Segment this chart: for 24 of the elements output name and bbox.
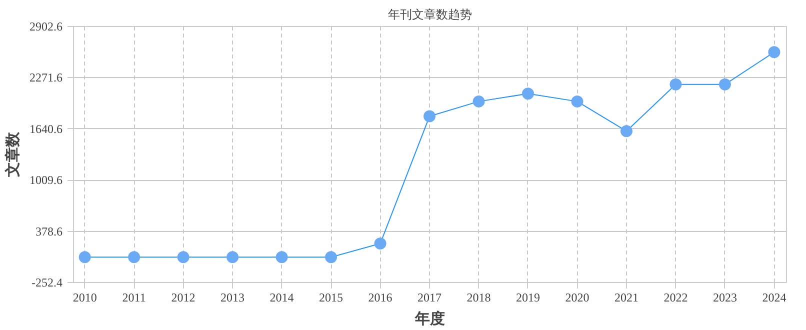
x-tick-label: 2012	[171, 290, 196, 304]
y-tick-label: 378.6	[36, 224, 62, 238]
x-tick-label: 2022	[664, 290, 688, 304]
x-tick-label: 2011	[122, 290, 146, 304]
x-tick-label: 2023	[712, 290, 737, 304]
chart-title: 年刊文章数趋势	[388, 8, 472, 22]
x-tick-label: 2019	[516, 290, 540, 304]
y-tick-label: 1640.6	[30, 122, 62, 136]
x-axis-title: 年度	[414, 310, 445, 328]
y-axis-title: 文章数	[4, 131, 22, 178]
x-tick-label: 2010	[72, 290, 97, 304]
y-tick-label: 1009.6	[30, 173, 62, 188]
x-tick-label: 2020	[565, 290, 590, 304]
y-tick-label: 2271.6	[30, 70, 62, 85]
x-tick-label: 2021	[614, 290, 638, 304]
x-tick-label: 2016	[368, 290, 392, 304]
x-tick-label: 2024	[762, 290, 786, 304]
x-tick-label: 2018	[466, 290, 491, 304]
y-tick-label: -252.4	[32, 276, 63, 290]
x-tick-label: 2014	[270, 290, 294, 304]
x-tick-label: 2015	[319, 290, 344, 304]
y-tick-label: 2902.6	[30, 20, 62, 34]
x-tick-label: 2017	[418, 290, 442, 304]
x-tick-label: 2013	[220, 290, 245, 304]
